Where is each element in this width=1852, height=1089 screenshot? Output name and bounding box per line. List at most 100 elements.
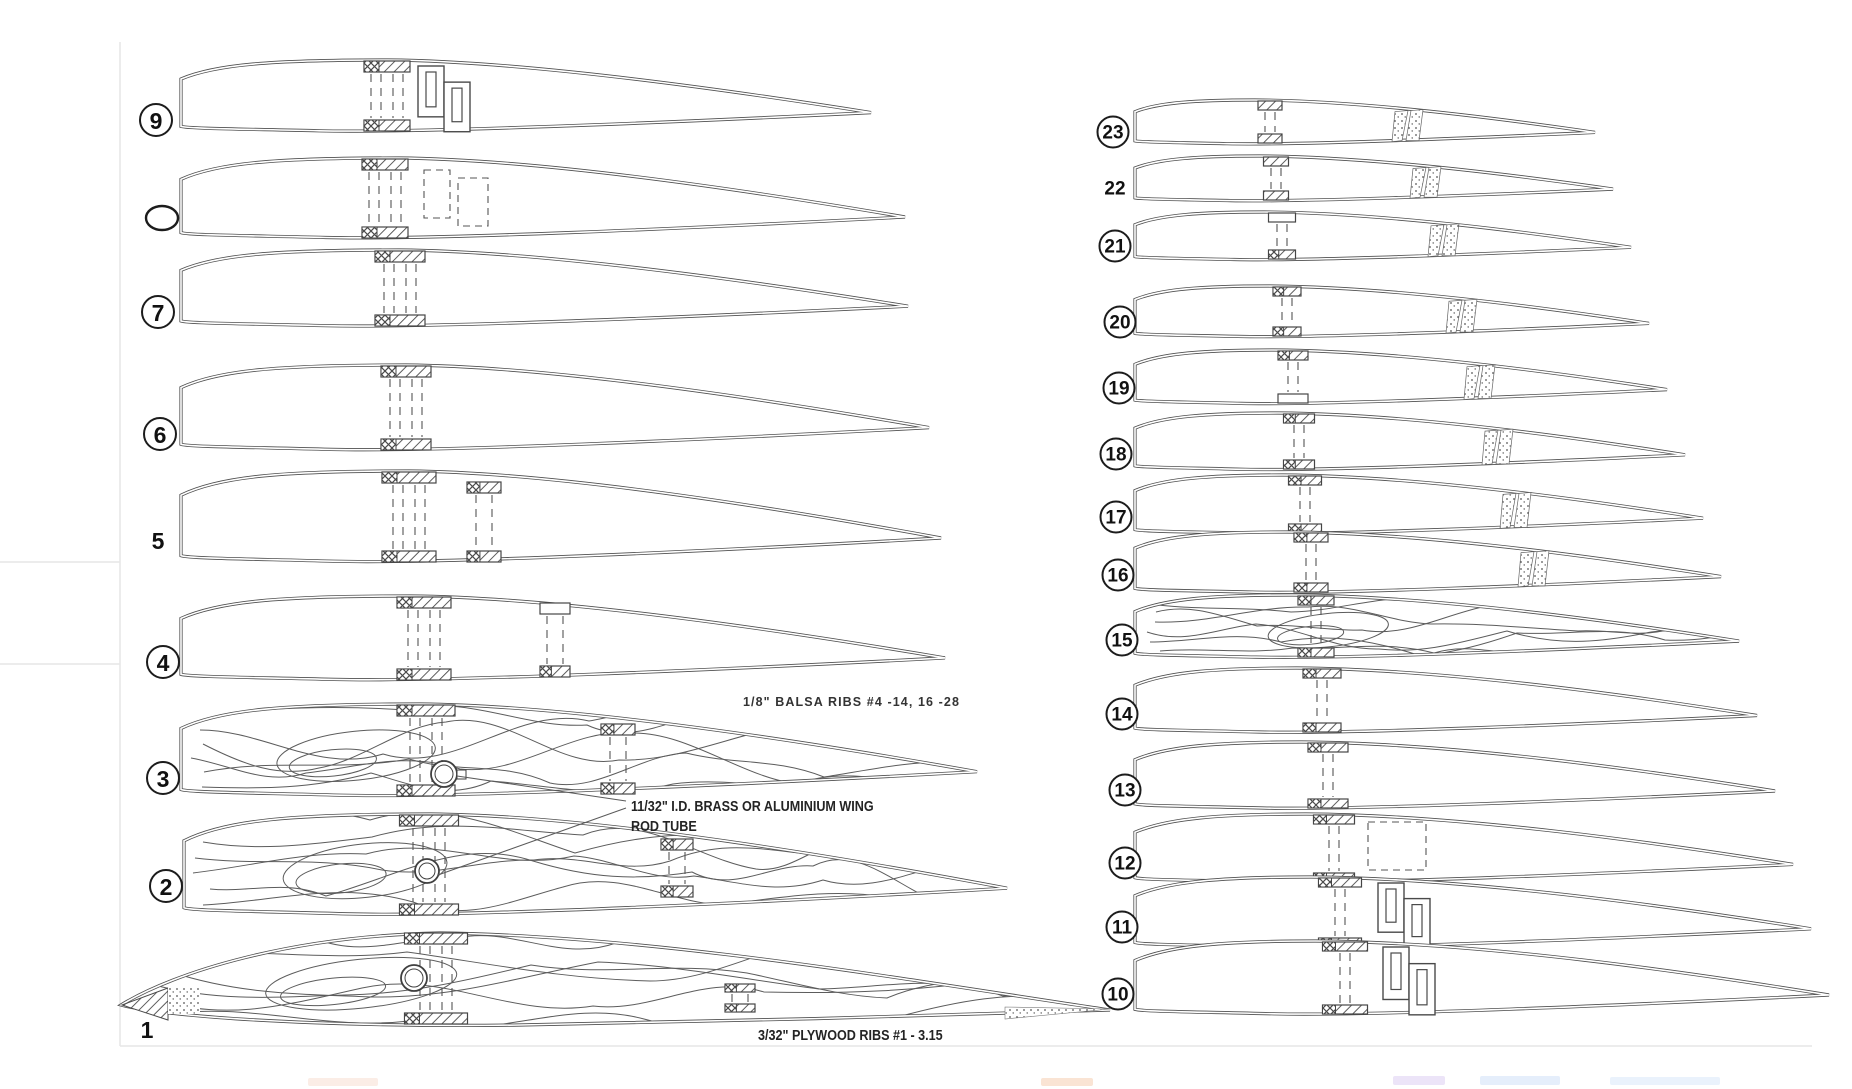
rib-20: 20 <box>1103 284 1650 339</box>
svg-text:2: 2 <box>160 874 173 900</box>
svg-text:5: 5 <box>152 528 165 554</box>
render-artifact <box>1041 1078 1093 1086</box>
rib-outline <box>1133 98 1596 146</box>
svg-text:16: 16 <box>1107 566 1128 587</box>
rib-outline <box>179 248 909 328</box>
rib-outline <box>1133 284 1650 339</box>
svg-text:23: 23 <box>1102 123 1123 144</box>
svg-text:12: 12 <box>1114 854 1135 875</box>
svg-text:7: 7 <box>152 300 165 326</box>
rib-label-16: 16 <box>1101 558 1135 592</box>
rib-label-8 <box>144 204 180 232</box>
svg-text:19: 19 <box>1108 379 1129 400</box>
svg-text:6: 6 <box>154 422 167 448</box>
rib-2: 2 <box>149 812 1008 916</box>
rib-label-13: 13 <box>1108 773 1142 807</box>
rib-label-2: 2 <box>149 869 183 903</box>
rib-outline <box>1133 593 1740 659</box>
dashed-outline-box <box>423 169 451 219</box>
rib-label-15: 15 <box>1105 623 1139 657</box>
trailing-edge-gusset <box>1481 428 1514 466</box>
svg-text:18: 18 <box>1105 445 1126 466</box>
rib-outline <box>1133 473 1704 536</box>
rib-outline <box>1133 154 1614 203</box>
leader-line <box>456 775 627 802</box>
rib-outline <box>179 702 978 798</box>
balsa-ribs-note: 1/8" BALSA RIBS #4 -14, 16 -28 <box>743 695 960 709</box>
svg-text:4: 4 <box>157 650 170 676</box>
rib-14: 14 <box>1105 666 1758 734</box>
rib-label-21: 21 <box>1098 229 1132 263</box>
rib-9: 9 <box>139 58 872 137</box>
dihedral-joiner-key <box>417 65 471 133</box>
rib-label-11: 11 <box>1105 910 1139 944</box>
rib-3: 3 <box>146 702 978 798</box>
dashed-outline-box <box>457 177 489 227</box>
rib-17: 17 <box>1099 473 1704 536</box>
rib-16: 16 <box>1101 530 1722 594</box>
dihedral-joiner-key <box>1377 882 1431 948</box>
rib-outline <box>1133 210 1632 262</box>
trailing-edge-gusset <box>1427 223 1460 258</box>
rib-outline <box>179 363 930 452</box>
rib-label-18: 18 <box>1099 437 1133 471</box>
rib-21: 21 <box>1098 210 1632 263</box>
tube-leader-lines <box>437 775 627 876</box>
wing-rod-tube-note-line1: 11/32" I.D. BRASS OR ALUMINIUM WING <box>631 797 874 814</box>
rib-outline <box>179 469 942 564</box>
rib-label-6: 6 <box>143 417 177 451</box>
rib-label-12: 12 <box>1108 846 1142 880</box>
rib-outline <box>182 812 1008 916</box>
rib-label-23: 23 <box>1096 115 1130 149</box>
render-artifact <box>1480 1076 1560 1085</box>
trailing-edge-gusset <box>1517 550 1550 588</box>
svg-text:10: 10 <box>1107 985 1128 1006</box>
rib-outline <box>1133 875 1812 949</box>
page-edge-lines <box>0 42 1812 1047</box>
rib-label-19: 19 <box>1102 371 1136 405</box>
rib-label-20: 20 <box>1103 305 1137 339</box>
rib-label-1: 1 <box>141 1017 154 1043</box>
rib-label-5: 5 <box>152 528 165 554</box>
rib-1: 1 <box>117 931 1111 1043</box>
trailing-edge-gusset <box>1445 298 1478 334</box>
rib-outline <box>1133 939 1830 1016</box>
rib-11: 11 <box>1105 875 1812 949</box>
svg-text:17: 17 <box>1105 508 1126 529</box>
leader-line <box>437 807 627 876</box>
svg-text:15: 15 <box>1111 631 1133 652</box>
rib-outline <box>1133 812 1794 884</box>
rib-8 <box>144 156 906 240</box>
rib-19: 19 <box>1102 348 1668 406</box>
dashed-outline-box <box>1367 821 1427 871</box>
svg-text:21: 21 <box>1104 237 1126 258</box>
rib-label-3: 3 <box>146 761 180 795</box>
rib-label-14: 14 <box>1105 697 1139 731</box>
rib-12: 12 <box>1108 812 1794 884</box>
rib-label-9: 9 <box>139 103 173 137</box>
rib-outline <box>179 156 906 240</box>
rib-outline <box>179 58 872 133</box>
rib-label-4: 4 <box>146 645 180 679</box>
trailing-edge-gusset <box>1463 364 1496 400</box>
svg-text:22: 22 <box>1104 179 1125 200</box>
plywood-ribs-note: 3/32" PLYWOOD RIBS #1 - 3.15 <box>758 1026 943 1043</box>
rib-label-7: 7 <box>141 295 175 329</box>
rib-23: 23 <box>1096 98 1596 149</box>
dihedral-joiner-key <box>1382 946 1436 1016</box>
trailing-edge-gusset <box>1391 109 1424 143</box>
rib-22: 22 <box>1104 154 1614 203</box>
svg-text:1: 1 <box>141 1017 154 1043</box>
rib-outline <box>1133 530 1722 594</box>
rib-outline <box>1133 740 1776 810</box>
svg-text:14: 14 <box>1111 705 1133 726</box>
rib-label-22: 22 <box>1104 179 1125 200</box>
wing-rod-tube-note-line2: ROD TUBE <box>631 817 697 834</box>
render-artifact <box>1393 1076 1445 1085</box>
rib-outline <box>1133 666 1758 734</box>
trailing-edge-stipple <box>1004 1006 1111 1020</box>
rib-outline <box>1133 411 1686 472</box>
